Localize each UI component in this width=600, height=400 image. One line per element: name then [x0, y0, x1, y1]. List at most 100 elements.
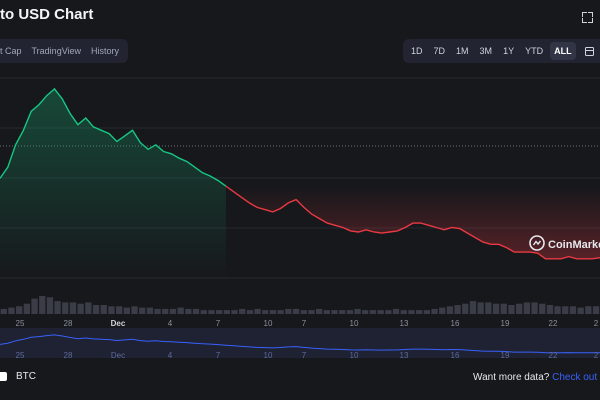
view-tabs: t Cap TradingView History — [0, 39, 128, 63]
tab-history[interactable]: History — [91, 46, 120, 56]
volume-bar — [162, 308, 169, 314]
range-1d-button[interactable]: 1D — [411, 46, 423, 56]
navigator-line — [0, 334, 600, 354]
check-out-link[interactable]: Check out o — [552, 372, 600, 383]
volume-bar — [385, 310, 392, 314]
range-ytd-button[interactable]: YTD — [525, 46, 544, 56]
volume-bar — [585, 306, 592, 314]
volume-bar — [285, 308, 292, 314]
volume-bar — [246, 310, 254, 314]
volume-bar — [431, 308, 438, 314]
volume-bar — [469, 301, 477, 314]
coinmarketcap-logo-icon — [529, 235, 545, 251]
volume-bar — [54, 301, 61, 314]
range-7d-button[interactable]: 7D — [433, 46, 446, 56]
x-tick-label: 13 — [400, 319, 409, 328]
range-selector: 1D 7D 1M 3M 1Y YTD ALL — [403, 39, 600, 63]
navigator-tick-label: 10 — [350, 351, 359, 360]
volume-bar — [123, 307, 130, 314]
volume-bar — [192, 308, 200, 314]
volume-bar — [0, 308, 7, 314]
range-all-button[interactable]: ALL — [550, 42, 576, 60]
range-3m-button[interactable]: 3M — [479, 46, 493, 56]
x-tick-label: 4 — [168, 319, 173, 328]
volume-bar — [408, 310, 415, 314]
navigator-tick-label: Dec — [111, 351, 125, 360]
navigator-labels: 25 28 Dec 4 7 10 7 10 13 16 19 22 2 — [16, 351, 599, 360]
volume-bar — [323, 310, 330, 314]
area-above-reference — [0, 88, 226, 281]
navigator-tick-label: 10 — [264, 351, 273, 360]
volume-bar — [108, 306, 115, 314]
volume-bar — [362, 310, 369, 314]
x-tick-label: Dec — [111, 319, 126, 328]
volume-bar — [146, 307, 154, 314]
volume-bar — [185, 308, 192, 314]
volume-bar — [500, 303, 507, 314]
x-axis-labels: 25 28 Dec 4 7 10 7 10 13 16 19 22 2 — [16, 319, 599, 328]
volume-bar — [154, 308, 161, 314]
x-tick-label: 7 — [216, 319, 221, 328]
page-title: to USD Chart — [0, 6, 94, 23]
legend-label: BTC — [16, 371, 36, 382]
volume-bar — [85, 302, 92, 314]
volume-bar — [346, 310, 354, 314]
navigator-tick-label: 7 — [302, 351, 307, 360]
volume-bar — [223, 310, 230, 314]
volume-bar — [569, 306, 577, 314]
volume-bar — [177, 307, 184, 314]
volume-bar — [554, 306, 561, 314]
tab-market-cap[interactable]: t Cap — [0, 46, 22, 56]
volume-bar — [216, 310, 223, 314]
x-tick-label: 16 — [451, 319, 460, 328]
calendar-icon[interactable] — [584, 46, 594, 56]
volume-bar — [139, 307, 146, 314]
volume-bar — [169, 308, 177, 314]
volume-bar — [331, 310, 338, 314]
volume-bar — [23, 303, 30, 314]
volume-bar — [454, 305, 461, 314]
watermark-text: CoinMarket — [548, 239, 600, 251]
volume-bar — [269, 310, 277, 314]
volume-bar — [254, 308, 261, 314]
volume-bar — [292, 308, 300, 314]
want-more-text: Want more data? — [473, 372, 550, 383]
navigator-tick-label: 13 — [400, 351, 409, 360]
x-tick-label: 28 — [64, 319, 73, 328]
x-tick-label: 2 — [594, 319, 599, 328]
volume-bar — [277, 310, 284, 314]
navigator-tick-label: 19 — [501, 351, 510, 360]
volume-bar — [316, 308, 323, 314]
volume-bar — [562, 306, 569, 314]
x-tick-label: 10 — [350, 319, 359, 328]
volume-bars — [0, 296, 600, 314]
volume-bar — [200, 310, 207, 314]
volume-bar — [77, 303, 84, 314]
x-tick-label: 10 — [264, 319, 273, 328]
volume-bar — [62, 302, 69, 314]
volume-bar — [523, 302, 530, 314]
x-tick-label: 22 — [549, 319, 558, 328]
volume-bar — [577, 307, 584, 314]
navigator-panel[interactable] — [0, 328, 600, 358]
volume-bar — [16, 306, 23, 314]
volume-bar — [400, 310, 407, 314]
expand-icon[interactable] — [582, 12, 593, 23]
volume-bar — [531, 302, 538, 314]
tab-tradingview[interactable]: TradingView — [31, 46, 82, 56]
volume-bar — [462, 303, 469, 314]
volume-bar — [262, 310, 269, 314]
navigator-tick-label: 7 — [216, 351, 221, 360]
volume-bar — [208, 310, 215, 314]
x-tick-label: 25 — [16, 319, 25, 328]
range-1m-button[interactable]: 1M — [456, 46, 469, 56]
volume-bar — [131, 306, 138, 314]
volume-bar — [100, 305, 107, 314]
price-chart[interactable]: 25 28 Dec 4 7 10 7 10 13 16 19 22 2 25 28 Dec 4 7 10 7 10 13… — [0, 70, 600, 366]
volume-bar — [231, 310, 238, 314]
volume-bar — [592, 306, 600, 314]
volume-bar — [69, 302, 77, 314]
volume-bar — [546, 305, 554, 314]
range-1y-button[interactable]: 1Y — [503, 46, 515, 56]
legend-checkbox[interactable] — [0, 372, 7, 381]
